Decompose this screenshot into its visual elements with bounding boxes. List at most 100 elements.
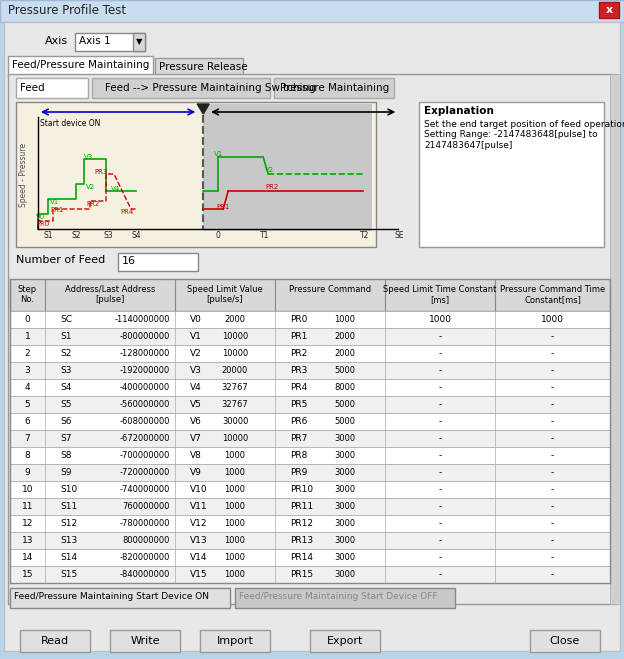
Text: -820000000: -820000000 — [120, 553, 170, 562]
Text: -: - — [439, 468, 442, 477]
Text: Pressure Maintaining: Pressure Maintaining — [280, 83, 389, 93]
Text: [pulse]: [pulse] — [95, 295, 125, 304]
Text: x: x — [605, 5, 613, 15]
FancyBboxPatch shape — [203, 104, 373, 231]
Text: Speed - Pressure: Speed - Pressure — [19, 142, 29, 206]
Text: -: - — [551, 400, 554, 409]
Text: S8: S8 — [60, 451, 72, 460]
Text: V4: V4 — [111, 186, 120, 192]
Text: PR8: PR8 — [290, 451, 308, 460]
Text: Close: Close — [550, 636, 580, 646]
Text: PR13: PR13 — [290, 536, 313, 545]
Text: V14: V14 — [190, 553, 208, 562]
FancyBboxPatch shape — [419, 102, 604, 247]
Text: -: - — [439, 502, 442, 511]
Text: Explanation: Explanation — [424, 106, 494, 116]
Text: S1: S1 — [43, 231, 52, 240]
Text: Axis 1: Axis 1 — [79, 36, 110, 46]
FancyBboxPatch shape — [20, 630, 90, 652]
Text: PR14: PR14 — [290, 553, 313, 562]
Text: 10: 10 — [22, 485, 33, 494]
Text: ▼: ▼ — [136, 38, 142, 47]
Text: -780000000: -780000000 — [120, 519, 170, 528]
Text: 16: 16 — [122, 256, 136, 266]
Text: -: - — [551, 451, 554, 460]
FancyBboxPatch shape — [10, 345, 610, 362]
FancyBboxPatch shape — [10, 549, 610, 566]
Text: 5000: 5000 — [334, 417, 356, 426]
FancyBboxPatch shape — [155, 58, 243, 76]
Text: 10000: 10000 — [222, 349, 248, 358]
Text: 0: 0 — [215, 231, 220, 240]
Text: -608000000: -608000000 — [120, 417, 170, 426]
Text: -: - — [551, 485, 554, 494]
Text: V0: V0 — [36, 214, 46, 220]
Text: PR1: PR1 — [50, 207, 64, 213]
Text: S2: S2 — [71, 231, 80, 240]
Text: Feed/Pressure Maintaining: Feed/Pressure Maintaining — [12, 60, 149, 70]
Text: 6: 6 — [24, 417, 31, 426]
Text: -: - — [439, 332, 442, 341]
Text: -: - — [551, 417, 554, 426]
FancyBboxPatch shape — [133, 33, 145, 51]
Text: PR1: PR1 — [216, 204, 230, 210]
Text: Speed Limit Time Constant: Speed Limit Time Constant — [383, 285, 497, 294]
Text: Constant[ms]: Constant[ms] — [524, 295, 581, 304]
Text: -560000000: -560000000 — [120, 400, 170, 409]
Text: -740000000: -740000000 — [120, 485, 170, 494]
Text: V3: V3 — [190, 366, 202, 375]
FancyBboxPatch shape — [8, 56, 153, 76]
FancyBboxPatch shape — [10, 498, 610, 515]
Text: V1: V1 — [214, 151, 223, 157]
Text: 1000: 1000 — [225, 485, 245, 494]
Text: T2: T2 — [360, 231, 369, 240]
FancyBboxPatch shape — [610, 74, 620, 604]
Text: PR2: PR2 — [265, 184, 278, 190]
Text: -: - — [551, 519, 554, 528]
Text: 1000: 1000 — [225, 451, 245, 460]
FancyBboxPatch shape — [599, 2, 619, 18]
Text: 13: 13 — [22, 536, 33, 545]
Text: -192000000: -192000000 — [120, 366, 170, 375]
Text: SC: SC — [60, 315, 72, 324]
Text: 3000: 3000 — [334, 451, 356, 460]
FancyBboxPatch shape — [310, 630, 380, 652]
Text: 1000: 1000 — [225, 519, 245, 528]
Text: -128000000: -128000000 — [120, 349, 170, 358]
FancyBboxPatch shape — [10, 464, 610, 481]
FancyBboxPatch shape — [10, 481, 610, 498]
Text: 1: 1 — [24, 332, 31, 341]
Text: 14: 14 — [22, 553, 33, 562]
Text: -: - — [439, 417, 442, 426]
Text: 10000: 10000 — [222, 434, 248, 443]
Text: -: - — [439, 485, 442, 494]
FancyBboxPatch shape — [16, 102, 376, 247]
Text: 32767: 32767 — [222, 400, 248, 409]
Text: 3000: 3000 — [334, 519, 356, 528]
Text: -: - — [439, 519, 442, 528]
Text: S15: S15 — [60, 570, 77, 579]
Text: V8: V8 — [190, 451, 202, 460]
FancyBboxPatch shape — [10, 311, 610, 328]
Text: PR4: PR4 — [290, 383, 307, 392]
Text: SE: SE — [394, 231, 404, 240]
Text: S3: S3 — [60, 366, 72, 375]
Text: PR15: PR15 — [290, 570, 313, 579]
Text: V10: V10 — [190, 485, 208, 494]
Text: PR7: PR7 — [290, 434, 308, 443]
Text: V12: V12 — [190, 519, 208, 528]
FancyBboxPatch shape — [10, 430, 610, 447]
Text: Write: Write — [130, 636, 160, 646]
Text: 3000: 3000 — [334, 553, 356, 562]
Text: -: - — [551, 332, 554, 341]
Text: S9: S9 — [60, 468, 72, 477]
Text: V2: V2 — [86, 184, 95, 190]
Text: S1: S1 — [60, 332, 72, 341]
Text: -840000000: -840000000 — [120, 570, 170, 579]
Text: Import: Import — [217, 636, 253, 646]
Text: S12: S12 — [60, 519, 77, 528]
Text: PR2: PR2 — [86, 201, 99, 207]
Text: Feed/Pressure Maintaining Start Device OFF: Feed/Pressure Maintaining Start Device O… — [239, 592, 437, 601]
FancyBboxPatch shape — [200, 630, 270, 652]
Text: V9: V9 — [190, 468, 202, 477]
